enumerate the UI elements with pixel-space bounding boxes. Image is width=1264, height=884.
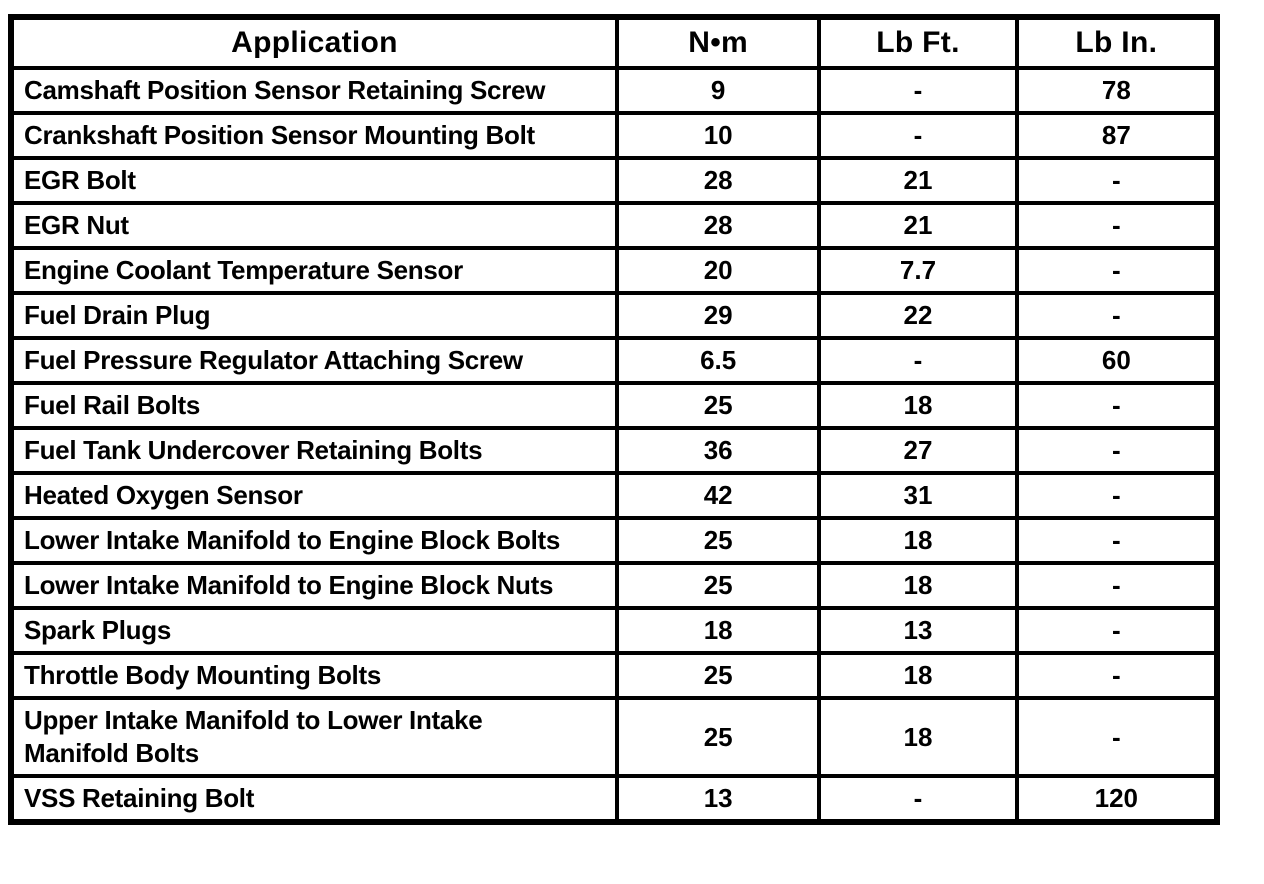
application-cell: Fuel Rail Bolts — [9, 381, 619, 430]
application-cell: EGR Nut — [9, 201, 619, 250]
lbft-cell: 22 — [817, 291, 1019, 340]
lbft-cell: 13 — [817, 606, 1019, 655]
table-row: Lower Intake Manifold to Engine Block Bo… — [9, 516, 1220, 565]
table-row: EGR Bolt 28 21 - — [9, 156, 1220, 205]
table-row: VSS Retaining Bolt 13 - 120 — [9, 774, 1220, 824]
nm-cell: 42 — [614, 471, 822, 520]
column-header-application: Application — [9, 15, 619, 70]
column-header-lbin: Lb In. — [1014, 15, 1220, 70]
nm-cell: 20 — [614, 246, 822, 295]
table-row: Fuel Drain Plug 29 22 - — [9, 291, 1220, 340]
application-cell: Heated Oxygen Sensor — [9, 471, 619, 520]
application-cell: Crankshaft Position Sensor Mounting Bolt — [9, 111, 619, 160]
lbft-cell: - — [817, 774, 1019, 824]
nm-cell: 25 — [614, 696, 822, 778]
lbin-cell: 60 — [1014, 336, 1220, 385]
table-row: Camshaft Position Sensor Retaining Screw… — [9, 66, 1220, 115]
lbft-cell: 18 — [817, 696, 1019, 778]
table-row: Fuel Rail Bolts 25 18 - — [9, 381, 1220, 430]
lbin-cell: - — [1014, 696, 1220, 778]
table-row: Fuel Tank Undercover Retaining Bolts 36 … — [9, 426, 1220, 475]
lbin-cell: - — [1014, 381, 1220, 430]
lbft-cell: - — [817, 66, 1019, 115]
nm-cell: 36 — [614, 426, 822, 475]
table-row: Heated Oxygen Sensor 42 31 - — [9, 471, 1220, 520]
lbin-cell: 78 — [1014, 66, 1220, 115]
header-row: Application N•m Lb Ft. Lb In. — [9, 15, 1220, 70]
application-cell: Lower Intake Manifold to Engine Block Bo… — [9, 516, 619, 565]
application-cell: VSS Retaining Bolt — [9, 774, 619, 824]
lbft-cell: 31 — [817, 471, 1019, 520]
lbft-cell: 27 — [817, 426, 1019, 475]
lbin-cell: - — [1014, 516, 1220, 565]
lbin-cell: - — [1014, 651, 1220, 700]
table-row: Crankshaft Position Sensor Mounting Bolt… — [9, 111, 1220, 160]
nm-cell: 28 — [614, 156, 822, 205]
table-row: Engine Coolant Temperature Sensor 20 7.7… — [9, 246, 1220, 295]
lbft-cell: 18 — [817, 381, 1019, 430]
lbin-cell: - — [1014, 471, 1220, 520]
lbft-cell: 21 — [817, 156, 1019, 205]
table-row: Lower Intake Manifold to Engine Block Nu… — [9, 561, 1220, 610]
lbft-cell: 18 — [817, 561, 1019, 610]
nm-cell: 13 — [614, 774, 822, 824]
lbin-cell: - — [1014, 606, 1220, 655]
application-cell: Throttle Body Mounting Bolts — [9, 651, 619, 700]
lbin-cell: - — [1014, 201, 1220, 250]
lbin-cell: - — [1014, 246, 1220, 295]
table-row: Fuel Pressure Regulator Attaching Screw … — [9, 336, 1220, 385]
application-cell: Camshaft Position Sensor Retaining Screw — [9, 66, 619, 115]
table-row: EGR Nut 28 21 - — [9, 201, 1220, 250]
lbin-cell: - — [1014, 156, 1220, 205]
lbft-cell: 18 — [817, 651, 1019, 700]
nm-cell: 29 — [614, 291, 822, 340]
table-row: Upper Intake Manifold to Lower Intake Ma… — [9, 696, 1220, 778]
application-cell: Engine Coolant Temperature Sensor — [9, 246, 619, 295]
nm-cell: 6.5 — [614, 336, 822, 385]
lbft-cell: 18 — [817, 516, 1019, 565]
torque-spec-table: Application N•m Lb Ft. Lb In. Camshaft P… — [8, 14, 1220, 825]
application-cell: Spark Plugs — [9, 606, 619, 655]
nm-cell: 18 — [614, 606, 822, 655]
nm-cell: 25 — [614, 651, 822, 700]
nm-cell: 25 — [614, 561, 822, 610]
nm-cell: 10 — [614, 111, 822, 160]
lbin-cell: - — [1014, 291, 1220, 340]
table-row: Throttle Body Mounting Bolts 25 18 - — [9, 651, 1220, 700]
nm-cell: 9 — [614, 66, 822, 115]
application-cell: Lower Intake Manifold to Engine Block Nu… — [9, 561, 619, 610]
lbin-cell: 87 — [1014, 111, 1220, 160]
lbft-cell: 7.7 — [817, 246, 1019, 295]
application-cell: Fuel Tank Undercover Retaining Bolts — [9, 426, 619, 475]
application-cell: EGR Bolt — [9, 156, 619, 205]
application-cell: Fuel Drain Plug — [9, 291, 619, 340]
lbft-cell: 21 — [817, 201, 1019, 250]
column-header-nm: N•m — [614, 15, 822, 70]
nm-cell: 28 — [614, 201, 822, 250]
lbft-cell: - — [817, 111, 1019, 160]
lbin-cell: - — [1014, 426, 1220, 475]
table-row: Spark Plugs 18 13 - — [9, 606, 1220, 655]
application-cell: Fuel Pressure Regulator Attaching Screw — [9, 336, 619, 385]
column-header-lbft: Lb Ft. — [817, 15, 1019, 70]
nm-cell: 25 — [614, 516, 822, 565]
nm-cell: 25 — [614, 381, 822, 430]
lbin-cell: 120 — [1014, 774, 1220, 824]
lbft-cell: - — [817, 336, 1019, 385]
application-cell: Upper Intake Manifold to Lower Intake Ma… — [9, 696, 619, 778]
lbin-cell: - — [1014, 561, 1220, 610]
